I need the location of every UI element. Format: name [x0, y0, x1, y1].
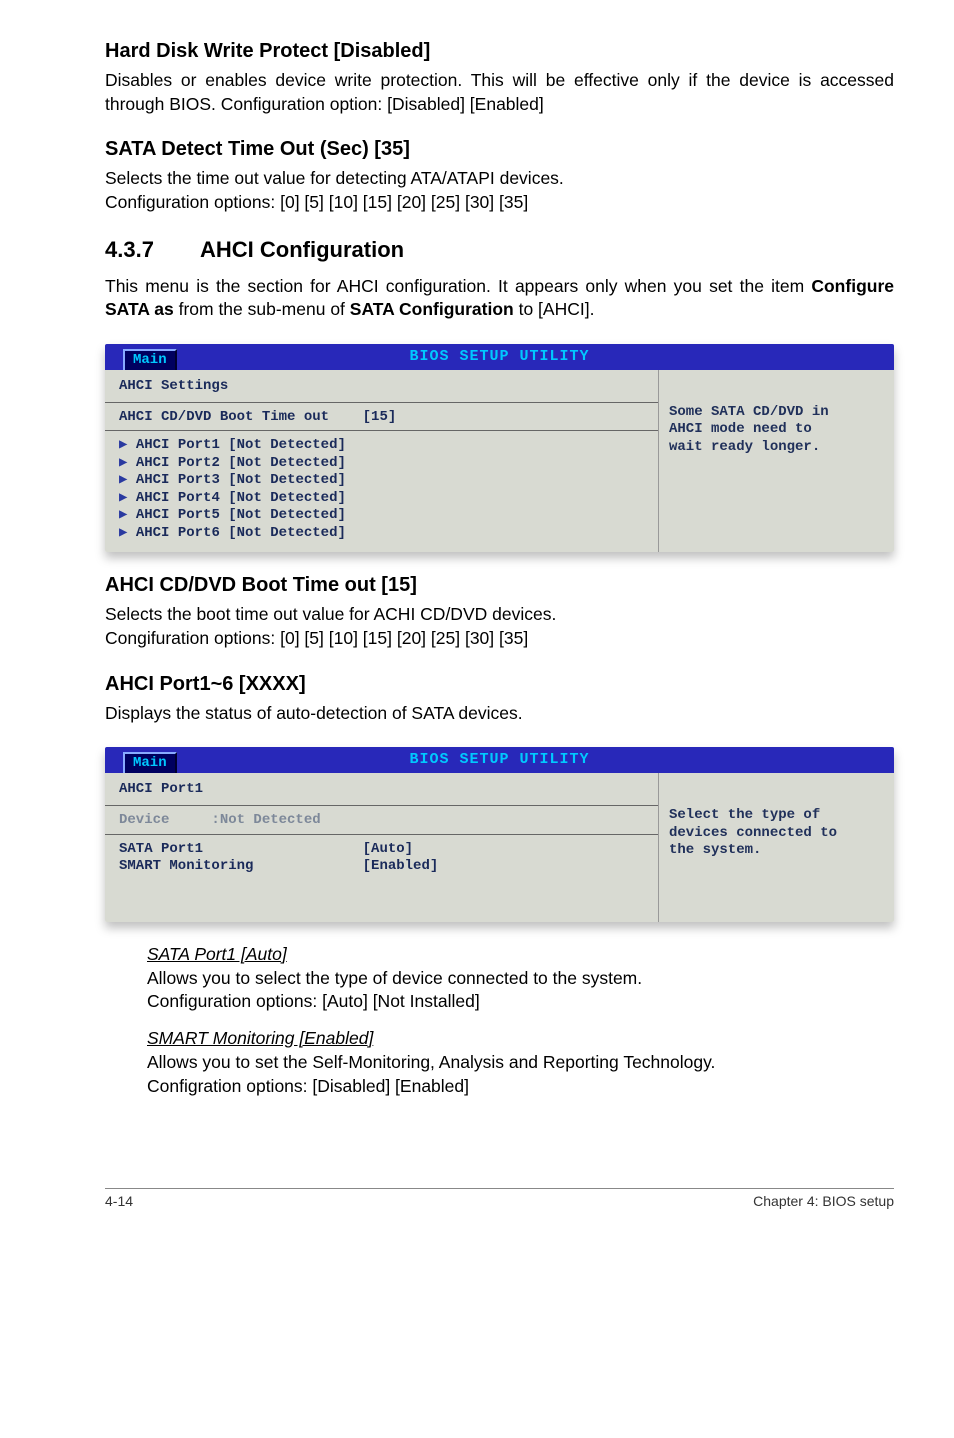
- heading-ahci-boot-time: AHCI CD/DVD Boot Time out [15]: [105, 574, 894, 597]
- heading-ahci-ports: AHCI Port1~6 [XXXX]: [105, 673, 894, 696]
- bios-left-pane: AHCI Port1 Device :Not Detected SATA Por…: [105, 773, 659, 922]
- bios-help-line: the system.: [669, 842, 884, 860]
- text-part-a: This menu is the section for AHCI config…: [105, 276, 811, 296]
- sub-text-line1: Allows you to set the Self-Monitoring, A…: [147, 1051, 894, 1075]
- bios-port-label: AHCI Port6 [Not Detected]: [136, 525, 346, 541]
- bios-row-port6: ▶ AHCI Port6 [Not Detected]: [119, 525, 644, 543]
- triangle-icon: ▶: [119, 455, 136, 471]
- text-line2: Congifuration options: [0] [5] [10] [15]…: [105, 628, 528, 648]
- bios-row-port1: ▶ AHCI Port1 [Not Detected]: [119, 437, 644, 455]
- bios-title: BIOS SETUP UTILITY: [105, 751, 894, 768]
- triangle-icon: ▶: [119, 525, 136, 541]
- bios-tab-main: Main: [123, 752, 177, 773]
- bios-divider: [105, 834, 658, 835]
- footer-page-number: 4-14: [105, 1193, 133, 1209]
- bios-title: BIOS SETUP UTILITY: [105, 348, 894, 365]
- bios-help-line: wait ready longer.: [669, 439, 884, 457]
- sub-section-smart: SMART Monitoring [Enabled] Allows you to…: [105, 1028, 894, 1098]
- sub-text-line1: Allows you to select the type of device …: [147, 967, 894, 991]
- text-part-e: to [AHCI].: [514, 299, 595, 319]
- bios-row-boot-time: AHCI CD/DVD Boot Time out [15]: [119, 409, 644, 427]
- bios-row-port5: ▶ AHCI Port5 [Not Detected]: [119, 507, 644, 525]
- bios-port-label: AHCI Port5 [Not Detected]: [136, 507, 346, 523]
- heading-ahci-config: 4.3.7AHCI Configuration: [105, 237, 894, 263]
- sub-heading-sata-port1: SATA Port1 [Auto]: [147, 944, 894, 965]
- bios-section-heading: AHCI Port1: [119, 781, 644, 801]
- text-part-d: SATA Configuration: [350, 299, 514, 319]
- bios-row-device: Device :Not Detected: [119, 812, 644, 830]
- bios-help-line: Select the type of: [669, 807, 884, 825]
- text-sata-detect: Selects the time out value for detecting…: [105, 167, 894, 214]
- heading-number: 4.3.7: [105, 237, 200, 263]
- bios-help-line: AHCI mode need to: [669, 421, 884, 439]
- heading-sata-detect: SATA Detect Time Out (Sec) [35]: [105, 138, 894, 161]
- text-ahci-ports: Displays the status of auto-detection of…: [105, 702, 894, 726]
- bios-row-port4: ▶ AHCI Port4 [Not Detected]: [119, 490, 644, 508]
- bios-left-pane: AHCI Settings AHCI CD/DVD Boot Time out …: [105, 370, 659, 553]
- bios-divider: [105, 430, 658, 431]
- text-line1: Selects the boot time out value for ACHI…: [105, 604, 556, 624]
- bios-help-line: Some SATA CD/DVD in: [669, 404, 884, 422]
- bios-tab-main: Main: [123, 349, 177, 370]
- sub-text-line2: Configration options: [Disabled] [Enable…: [147, 1075, 894, 1099]
- bios-divider: [105, 402, 658, 403]
- triangle-icon: ▶: [119, 437, 136, 453]
- footer-chapter: Chapter 4: BIOS setup: [753, 1193, 894, 1209]
- bios-row-sata-port1: SATA Port1 [Auto]: [119, 841, 644, 859]
- heading-hard-disk: Hard Disk Write Protect [Disabled]: [105, 40, 894, 63]
- triangle-icon: ▶: [119, 507, 136, 523]
- bios-panel-ahci-settings: BIOS SETUP UTILITY Main AHCI Settings AH…: [105, 344, 894, 553]
- bios-port-label: AHCI Port2 [Not Detected]: [136, 455, 346, 471]
- text-ahci-boot-time: Selects the boot time out value for ACHI…: [105, 603, 894, 650]
- bios-help-line: devices connected to: [669, 825, 884, 843]
- triangle-icon: ▶: [119, 472, 136, 488]
- bios-row-port2: ▶ AHCI Port2 [Not Detected]: [119, 455, 644, 473]
- bios-divider: [105, 805, 658, 806]
- bios-port-label: AHCI Port3 [Not Detected]: [136, 472, 346, 488]
- text-sata-detect-line2: Configuration options: [0] [5] [10] [15]…: [105, 192, 528, 212]
- page-footer: 4-14 Chapter 4: BIOS setup: [105, 1188, 894, 1209]
- bios-body: AHCI Settings AHCI CD/DVD Boot Time out …: [105, 370, 894, 553]
- bios-help-pane: Select the type of devices connected to …: [659, 773, 894, 922]
- bios-titlebar: BIOS SETUP UTILITY Main: [105, 747, 894, 773]
- bios-titlebar: BIOS SETUP UTILITY Main: [105, 344, 894, 370]
- sub-section-sata-port1: SATA Port1 [Auto] Allows you to select t…: [105, 944, 894, 1014]
- text-sata-detect-line1: Selects the time out value for detecting…: [105, 168, 564, 188]
- bios-section-heading: AHCI Settings: [119, 378, 644, 398]
- bios-port-label: AHCI Port1 [Not Detected]: [136, 437, 346, 453]
- triangle-icon: ▶: [119, 490, 136, 506]
- text-ahci-config: This menu is the section for AHCI config…: [105, 275, 894, 322]
- text-hard-disk: Disables or enables device write protect…: [105, 69, 894, 116]
- bios-port-label: AHCI Port4 [Not Detected]: [136, 490, 346, 506]
- bios-panel-ahci-port1: BIOS SETUP UTILITY Main AHCI Port1 Devic…: [105, 747, 894, 922]
- text-part-c: from the sub-menu of: [174, 299, 350, 319]
- heading-title: AHCI Configuration: [200, 237, 404, 262]
- bios-row-port3: ▶ AHCI Port3 [Not Detected]: [119, 472, 644, 490]
- bios-row-smart: SMART Monitoring [Enabled]: [119, 858, 644, 876]
- bios-body: AHCI Port1 Device :Not Detected SATA Por…: [105, 773, 894, 922]
- bios-help-pane: Some SATA CD/DVD in AHCI mode need to wa…: [659, 370, 894, 553]
- sub-heading-smart: SMART Monitoring [Enabled]: [147, 1028, 894, 1049]
- sub-text-line2: Configuration options: [Auto] [Not Insta…: [147, 990, 894, 1014]
